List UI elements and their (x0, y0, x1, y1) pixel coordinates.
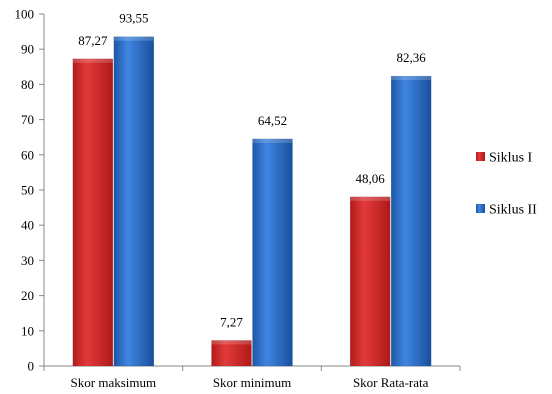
bar-siklus-1 (72, 58, 114, 367)
data-label: 93,55 (119, 11, 148, 26)
x-category-label: Skor Rata-rata (353, 375, 429, 390)
y-tick-label: 100 (15, 7, 35, 22)
y-tick-label: 30 (21, 253, 34, 268)
legend-label: Siklus I (489, 151, 533, 166)
bar-highlight (113, 36, 154, 41)
bar-highlight (72, 58, 113, 63)
bar-highlight (350, 196, 391, 201)
y-tick-label: 40 (21, 218, 34, 233)
bar-siklus-2 (390, 75, 432, 367)
legend-label: Siklus II (489, 203, 537, 218)
data-label: 87,27 (78, 33, 108, 48)
y-tick-label: 20 (21, 288, 34, 303)
bar-highlight (252, 138, 293, 143)
legend-swatch-siklus-1 (476, 152, 485, 161)
bar-highlight (211, 340, 252, 345)
bar-siklus-2 (252, 138, 293, 367)
x-category-label: Skor maksimum (71, 375, 157, 390)
y-tick-label: 60 (21, 147, 34, 162)
legend-swatch-siklus-2 (476, 204, 485, 213)
data-label: 64,52 (258, 113, 287, 128)
data-label: 82,36 (397, 50, 427, 65)
bar-siklus-1 (349, 196, 391, 367)
y-tick-label: 50 (21, 183, 34, 198)
y-tick-label: 70 (21, 112, 34, 127)
y-tick-group: 0 10 20 30 40 50 60 70 80 90 100 (15, 7, 44, 374)
bar-group (72, 36, 432, 367)
y-tick-label: 90 (21, 42, 34, 57)
x-tick-group: Skor maksimum Skor minimum Skor Rata-rata (43, 366, 461, 390)
data-label-group: 87,27 7,27 48,06 93,55 64,52 82,36 (78, 11, 426, 330)
y-tick-label: 0 (28, 359, 35, 374)
data-label: 7,27 (220, 314, 243, 329)
y-tick-label: 10 (21, 323, 34, 338)
x-category-label: Skor minimum (213, 375, 291, 390)
data-label: 48,06 (356, 171, 386, 186)
legend: Siklus I Siklus II (476, 151, 537, 218)
bar-siklus-2 (113, 36, 155, 367)
y-tick-label: 80 (21, 77, 34, 92)
bar-highlight (391, 76, 432, 81)
bar-siklus-1 (211, 340, 252, 367)
